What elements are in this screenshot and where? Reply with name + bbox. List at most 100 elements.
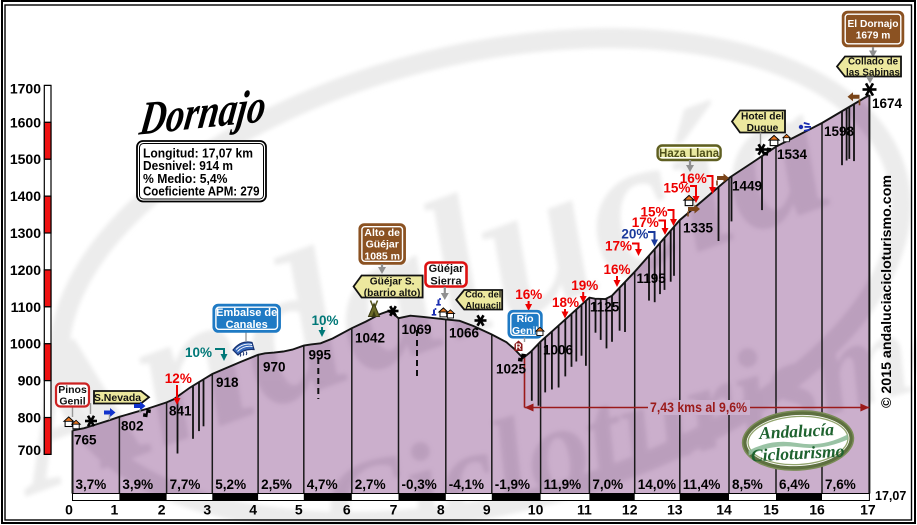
svg-text:Genil: Genil	[512, 325, 538, 337]
svg-text:14,0%: 14,0%	[638, 477, 676, 492]
svg-text:0: 0	[65, 502, 73, 518]
svg-text:1700: 1700	[10, 81, 41, 97]
svg-text:Haza Llana: Haza Llana	[659, 148, 720, 160]
svg-text:Collado de: Collado de	[848, 56, 899, 67]
svg-text:16%: 16%	[604, 262, 631, 277]
svg-text:3,7%: 3,7%	[76, 477, 107, 492]
svg-text:10%: 10%	[185, 345, 212, 360]
svg-text:900: 900	[18, 373, 42, 389]
svg-text:1069: 1069	[402, 322, 432, 337]
svg-text:1300: 1300	[10, 225, 41, 241]
svg-text:6,4%: 6,4%	[779, 477, 810, 492]
svg-text:13: 13	[667, 502, 683, 518]
svg-text:7,6%: 7,6%	[825, 477, 856, 492]
svg-text:Sierra: Sierra	[430, 276, 462, 288]
svg-text:Canales: Canales	[226, 319, 268, 331]
svg-text:1534: 1534	[777, 147, 808, 162]
svg-text:1085 m: 1085 m	[364, 250, 400, 262]
svg-text:10%: 10%	[312, 313, 339, 328]
svg-text:Desnivel: 914 m: Desnivel: 914 m	[143, 159, 233, 173]
svg-text:% Medio: 5,4%: % Medio: 5,4%	[143, 172, 228, 186]
svg-text:S.Nevada: S.Nevada	[94, 392, 141, 404]
svg-text:18%: 18%	[552, 295, 579, 310]
svg-text:1006: 1006	[543, 343, 574, 358]
svg-text:9: 9	[483, 502, 491, 518]
svg-text:995: 995	[309, 348, 332, 363]
svg-text:6: 6	[343, 502, 351, 518]
svg-text:1066: 1066	[449, 326, 480, 341]
svg-text:Güéjar S.: Güéjar S.	[370, 276, 415, 287]
svg-text:11: 11	[577, 502, 592, 518]
svg-text:10: 10	[528, 502, 544, 518]
svg-text:14: 14	[716, 502, 732, 518]
svg-text:Hotel del: Hotel del	[741, 111, 784, 122]
svg-text:-4,1%: -4,1%	[449, 477, 484, 492]
svg-text:8,5%: 8,5%	[732, 477, 763, 492]
svg-text:841: 841	[169, 404, 192, 419]
svg-text:-0,3%: -0,3%	[402, 477, 437, 492]
svg-text:1200: 1200	[10, 262, 41, 278]
svg-text:16%: 16%	[680, 171, 707, 186]
svg-text:1100: 1100	[11, 299, 42, 315]
svg-text:1335: 1335	[683, 221, 714, 236]
svg-text:11,4%: 11,4%	[683, 477, 721, 492]
svg-text:1400: 1400	[10, 188, 41, 204]
svg-text:Genil: Genil	[59, 396, 85, 408]
svg-text:2,5%: 2,5%	[261, 477, 292, 492]
svg-text:© 2015 andaluciacicloturismo.c: © 2015 andaluciacicloturismo.com	[878, 175, 894, 408]
svg-text:Cicloturismo: Cicloturismo	[751, 441, 846, 466]
svg-text:16%: 16%	[515, 287, 542, 302]
svg-text:15: 15	[763, 502, 779, 518]
svg-text:Alto de: Alto de	[364, 227, 400, 239]
svg-text:1674: 1674	[872, 96, 903, 111]
svg-text:7,43 kms al 9,6%: 7,43 kms al 9,6%	[650, 400, 747, 415]
svg-text:1125: 1125	[590, 300, 620, 315]
svg-text:1449: 1449	[732, 179, 762, 194]
svg-text:-1,9%: -1,9%	[495, 477, 530, 492]
svg-text:3: 3	[203, 502, 211, 518]
svg-text:5: 5	[295, 502, 303, 518]
svg-text:Duque: Duque	[747, 123, 779, 134]
svg-text:4,7%: 4,7%	[307, 477, 338, 492]
svg-text:Güéjar: Güéjar	[429, 263, 465, 275]
svg-text:1025: 1025	[496, 362, 527, 377]
svg-text:11,9%: 11,9%	[544, 477, 582, 492]
svg-text:Longitud: 17,07 km: Longitud: 17,07 km	[143, 147, 253, 161]
svg-text:1195: 1195	[637, 271, 667, 286]
svg-text:Alguacil: Alguacil	[465, 300, 501, 310]
svg-text:802: 802	[121, 419, 144, 434]
svg-text:1598: 1598	[824, 124, 855, 139]
svg-text:Andalucía: Andalucía	[758, 419, 835, 443]
svg-text:8: 8	[437, 502, 445, 518]
svg-text:Pinos: Pinos	[58, 384, 87, 396]
svg-text:Güéjar: Güéjar	[366, 239, 399, 251]
svg-text:7: 7	[390, 502, 398, 518]
svg-text:17%: 17%	[632, 215, 659, 230]
svg-text:12: 12	[622, 502, 638, 518]
svg-text:(barrio alto): (barrio alto)	[364, 288, 421, 299]
svg-text:R: R	[515, 342, 521, 352]
svg-text:5,2%: 5,2%	[215, 477, 246, 492]
svg-text:700: 700	[18, 442, 42, 458]
svg-text:20%: 20%	[621, 227, 648, 242]
svg-text:15%: 15%	[641, 205, 668, 220]
svg-text:1679 m: 1679 m	[856, 30, 891, 41]
svg-text:17: 17	[860, 502, 876, 518]
svg-text:17,07: 17,07	[875, 489, 906, 503]
svg-text:4: 4	[249, 502, 257, 518]
svg-text:3,9%: 3,9%	[122, 477, 153, 492]
svg-text:765: 765	[74, 433, 97, 448]
svg-text:Cdo. del: Cdo. del	[465, 290, 501, 300]
svg-text:El Dornajo: El Dornajo	[848, 19, 899, 30]
svg-text:1042: 1042	[355, 331, 385, 346]
svg-text:16: 16	[809, 502, 825, 518]
svg-text:12%: 12%	[165, 371, 192, 386]
svg-text:las Sabinas: las Sabinas	[846, 68, 900, 79]
svg-text:7,0%: 7,0%	[592, 477, 623, 492]
svg-text:Embalse de: Embalse de	[216, 307, 277, 319]
svg-text:1000: 1000	[10, 336, 41, 352]
svg-text:1: 1	[111, 502, 119, 518]
svg-text:Río: Río	[517, 313, 534, 325]
svg-text:2,7%: 2,7%	[355, 477, 386, 492]
svg-text:19%: 19%	[571, 278, 598, 293]
